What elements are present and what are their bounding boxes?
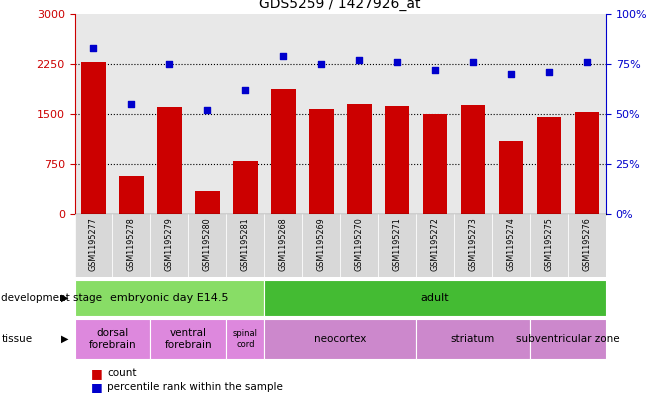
Bar	[189, 214, 226, 277]
Bar	[530, 214, 568, 277]
Point	[582, 59, 592, 65]
Text: ▶: ▶	[60, 334, 68, 344]
Bar	[264, 319, 416, 359]
Bar	[454, 214, 492, 277]
Bar	[499, 141, 524, 214]
Bar	[537, 117, 561, 214]
Bar	[150, 214, 189, 277]
Bar	[264, 214, 302, 277]
Text: count: count	[107, 368, 137, 378]
Bar	[492, 214, 530, 277]
Text: dorsal
forebrain: dorsal forebrain	[89, 328, 136, 350]
Text: GSM1195268: GSM1195268	[279, 217, 288, 271]
Point	[544, 69, 554, 75]
Bar	[157, 107, 181, 214]
Text: GSM1195279: GSM1195279	[165, 217, 174, 271]
Bar	[150, 319, 226, 359]
Bar	[416, 214, 454, 277]
Point	[430, 67, 440, 73]
Text: GSM1195272: GSM1195272	[430, 217, 439, 271]
Text: GSM1195275: GSM1195275	[544, 217, 553, 271]
Bar	[75, 214, 113, 277]
Point	[202, 107, 213, 113]
Text: GSM1195278: GSM1195278	[127, 217, 136, 271]
Point	[240, 87, 251, 93]
Text: subventricular zone: subventricular zone	[516, 334, 619, 344]
Bar	[119, 176, 144, 214]
Text: percentile rank within the sample: percentile rank within the sample	[107, 382, 283, 392]
Point	[506, 71, 516, 77]
Bar	[226, 319, 264, 359]
Bar	[226, 214, 264, 277]
Point	[278, 53, 288, 59]
Bar	[347, 104, 371, 214]
Text: GSM1195270: GSM1195270	[354, 217, 364, 271]
Text: GSM1195276: GSM1195276	[583, 217, 592, 271]
Bar	[75, 280, 264, 316]
Text: spinal
cord: spinal cord	[233, 329, 258, 349]
Text: striatum: striatum	[451, 334, 495, 344]
Bar	[81, 62, 106, 214]
Text: GSM1195281: GSM1195281	[241, 217, 250, 271]
Point	[316, 61, 327, 67]
Bar	[340, 214, 378, 277]
Bar	[271, 89, 295, 214]
Title: GDS5259 / 1427926_at: GDS5259 / 1427926_at	[259, 0, 421, 11]
Point	[88, 45, 98, 51]
Text: ■: ■	[91, 367, 102, 380]
Text: adult: adult	[421, 293, 450, 303]
Text: GSM1195280: GSM1195280	[203, 217, 212, 271]
Bar	[575, 112, 599, 214]
Point	[468, 59, 478, 65]
Text: tissue: tissue	[1, 334, 32, 344]
Text: GSM1195274: GSM1195274	[507, 217, 516, 271]
Bar	[113, 214, 150, 277]
Bar	[264, 280, 606, 316]
Point	[126, 101, 137, 107]
Bar	[422, 114, 447, 214]
Point	[354, 57, 364, 63]
Bar	[568, 214, 606, 277]
Bar	[461, 105, 485, 214]
Bar	[233, 161, 258, 214]
Bar	[309, 108, 334, 214]
Text: neocortex: neocortex	[314, 334, 366, 344]
Text: ventral
forebrain: ventral forebrain	[165, 328, 212, 350]
Bar	[385, 106, 410, 214]
Point	[392, 59, 402, 65]
Bar	[195, 191, 220, 214]
Text: GSM1195269: GSM1195269	[317, 217, 326, 271]
Bar	[530, 319, 606, 359]
Text: embryonic day E14.5: embryonic day E14.5	[110, 293, 229, 303]
Text: development stage: development stage	[1, 293, 102, 303]
Text: GSM1195273: GSM1195273	[469, 217, 478, 271]
Text: ▶: ▶	[60, 293, 68, 303]
Text: GSM1195271: GSM1195271	[393, 217, 402, 271]
Bar	[75, 319, 150, 359]
Bar	[302, 214, 340, 277]
Bar	[416, 319, 530, 359]
Text: ■: ■	[91, 380, 102, 393]
Text: GSM1195277: GSM1195277	[89, 217, 98, 271]
Bar	[378, 214, 416, 277]
Point	[164, 61, 174, 67]
